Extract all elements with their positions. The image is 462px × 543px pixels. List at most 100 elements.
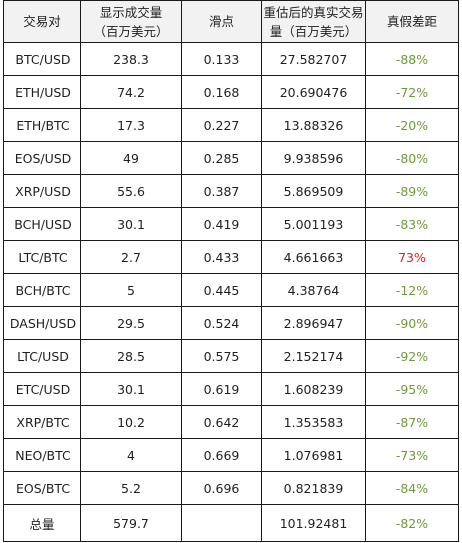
cell-slippage: 0.285 xyxy=(181,141,262,175)
table-row: LTC/USD 28.5 0.575 2.152174 -92% xyxy=(3,339,459,373)
table-row: ETC/USD 30.1 0.619 1.608239 -95% xyxy=(3,372,459,406)
cell-pair: ETH/USD xyxy=(3,75,81,109)
cell-slippage: 0.575 xyxy=(181,339,262,373)
cell-real-volume: 27.582707 xyxy=(261,42,366,76)
cell-gap: -90% xyxy=(365,306,459,340)
cell-pair: ETC/USD xyxy=(3,372,81,406)
cell-slippage: 0.524 xyxy=(181,306,262,340)
total-label: 总量 xyxy=(3,504,81,542)
table-header: 交易对 显示成交量 （百万美元） 滑点 重估后的真实交易 量（百万美元） 真假差… xyxy=(3,0,459,43)
cell-slippage: 0.168 xyxy=(181,75,262,109)
table-body: BTC/USD 238.3 0.133 27.582707 -88% ETH/USD 74.… xyxy=(3,42,459,505)
cell-slippage: 0.669 xyxy=(181,438,262,472)
header-slippage: 滑点 xyxy=(181,0,262,43)
table-row: EOS/USD 49 0.285 9.938596 -80% xyxy=(3,141,459,175)
total-displayed-volume: 579.7 xyxy=(80,504,182,542)
cell-displayed-volume: 5 xyxy=(80,273,182,307)
cell-real-volume: 1.353583 xyxy=(261,405,366,439)
cell-pair: LTC/BTC xyxy=(3,240,81,274)
cell-gap: 73% xyxy=(365,240,459,274)
cell-pair: NEO/BTC xyxy=(3,438,81,472)
table-row: BCH/BTC 5 0.445 4.38764 -12% xyxy=(3,273,459,307)
cell-pair: EOS/USD xyxy=(3,141,81,175)
cell-real-volume: 2.152174 xyxy=(261,339,366,373)
cell-slippage: 0.619 xyxy=(181,372,262,406)
cell-displayed-volume: 55.6 xyxy=(80,174,182,208)
cell-real-volume: 4.38764 xyxy=(261,273,366,307)
header-line: 重估后的真实交易 xyxy=(263,4,364,20)
table-row: BTC/USD 238.3 0.133 27.582707 -88% xyxy=(3,42,459,76)
total-gap: -82% xyxy=(365,504,459,542)
cell-slippage: 0.445 xyxy=(181,273,262,307)
cell-gap: -80% xyxy=(365,141,459,175)
cell-gap: -12% xyxy=(365,273,459,307)
cell-displayed-volume: 49 xyxy=(80,141,182,175)
cell-displayed-volume: 2.7 xyxy=(80,240,182,274)
cell-displayed-volume: 30.1 xyxy=(80,207,182,241)
cell-slippage: 0.133 xyxy=(181,42,262,76)
cell-real-volume: 13.88326 xyxy=(261,108,366,142)
cell-displayed-volume: 74.2 xyxy=(80,75,182,109)
cell-pair: LTC/USD xyxy=(3,339,81,373)
cell-gap: -20% xyxy=(365,108,459,142)
cell-displayed-volume: 29.5 xyxy=(80,306,182,340)
cell-pair: BCH/USD xyxy=(3,207,81,241)
cell-pair: XRP/USD xyxy=(3,174,81,208)
cell-displayed-volume: 28.5 xyxy=(80,339,182,373)
cell-slippage: 0.419 xyxy=(181,207,262,241)
table-row: DASH/USD 29.5 0.524 2.896947 -90% xyxy=(3,306,459,340)
header-line: 量（百万美元） xyxy=(269,23,358,39)
cell-gap: -84% xyxy=(365,471,459,505)
table-row: ETH/BTC 17.3 0.227 13.88326 -20% xyxy=(3,108,459,142)
cell-displayed-volume: 10.2 xyxy=(80,405,182,439)
cell-pair: BTC/USD xyxy=(3,42,81,76)
cell-pair: DASH/USD xyxy=(3,306,81,340)
cell-displayed-volume: 4 xyxy=(80,438,182,472)
cell-displayed-volume: 5.2 xyxy=(80,471,182,505)
cell-real-volume: 1.608239 xyxy=(261,372,366,406)
cell-pair: XRP/BTC xyxy=(3,405,81,439)
header-gap: 真假差距 xyxy=(365,0,459,43)
table-row: XRP/BTC 10.2 0.642 1.353583 -87% xyxy=(3,405,459,439)
table-row: BCH/USD 30.1 0.419 5.001193 -83% xyxy=(3,207,459,241)
cell-slippage: 0.642 xyxy=(181,405,262,439)
cell-real-volume: 5.869509 xyxy=(261,174,366,208)
volume-comparison-table: 交易对 显示成交量 （百万美元） 滑点 重估后的真实交易 量（百万美元） 真假差… xyxy=(3,0,459,542)
cell-real-volume: 1.076981 xyxy=(261,438,366,472)
total-row: 总量 579.7 101.92481 -82% xyxy=(3,504,459,542)
cell-real-volume: 20.690476 xyxy=(261,75,366,109)
cell-pair: BCH/BTC xyxy=(3,273,81,307)
cell-slippage: 0.227 xyxy=(181,108,262,142)
cell-pair: EOS/BTC xyxy=(3,471,81,505)
header-line: 真假差距 xyxy=(386,14,437,29)
header-pair: 交易对 xyxy=(3,0,81,43)
total-slippage xyxy=(181,504,262,542)
header-line: 显示成交量 xyxy=(99,4,163,20)
cell-real-volume: 9.938596 xyxy=(261,141,366,175)
cell-gap: -95% xyxy=(365,372,459,406)
table-row: XRP/USD 55.6 0.387 5.869509 -89% xyxy=(3,174,459,208)
cell-gap: -83% xyxy=(365,207,459,241)
cell-gap: -89% xyxy=(365,174,459,208)
cell-pair: ETH/BTC xyxy=(3,108,81,142)
cell-gap: -92% xyxy=(365,339,459,373)
cell-gap: -88% xyxy=(365,42,459,76)
total-real-volume: 101.92481 xyxy=(261,504,366,542)
table-footer: 总量 579.7 101.92481 -82% xyxy=(3,504,459,542)
header-line: 滑点 xyxy=(208,14,234,29)
header-real-volume: 重估后的真实交易 量（百万美元） xyxy=(261,0,366,43)
table-row: NEO/BTC 4 0.669 1.076981 -73% xyxy=(3,438,459,472)
cell-slippage: 0.387 xyxy=(181,174,262,208)
cell-displayed-volume: 17.3 xyxy=(80,108,182,142)
header-line: 交易对 xyxy=(23,14,61,29)
cell-gap: -72% xyxy=(365,75,459,109)
cell-slippage: 0.696 xyxy=(181,471,262,505)
table-row: EOS/BTC 5.2 0.696 0.821839 -84% xyxy=(3,471,459,505)
cell-slippage: 0.433 xyxy=(181,240,262,274)
table-row: LTC/BTC 2.7 0.433 4.661663 73% xyxy=(3,240,459,274)
cell-real-volume: 0.821839 xyxy=(261,471,366,505)
cell-displayed-volume: 30.1 xyxy=(80,372,182,406)
table-row: ETH/USD 74.2 0.168 20.690476 -72% xyxy=(3,75,459,109)
cell-real-volume: 2.896947 xyxy=(261,306,366,340)
cell-displayed-volume: 238.3 xyxy=(80,42,182,76)
